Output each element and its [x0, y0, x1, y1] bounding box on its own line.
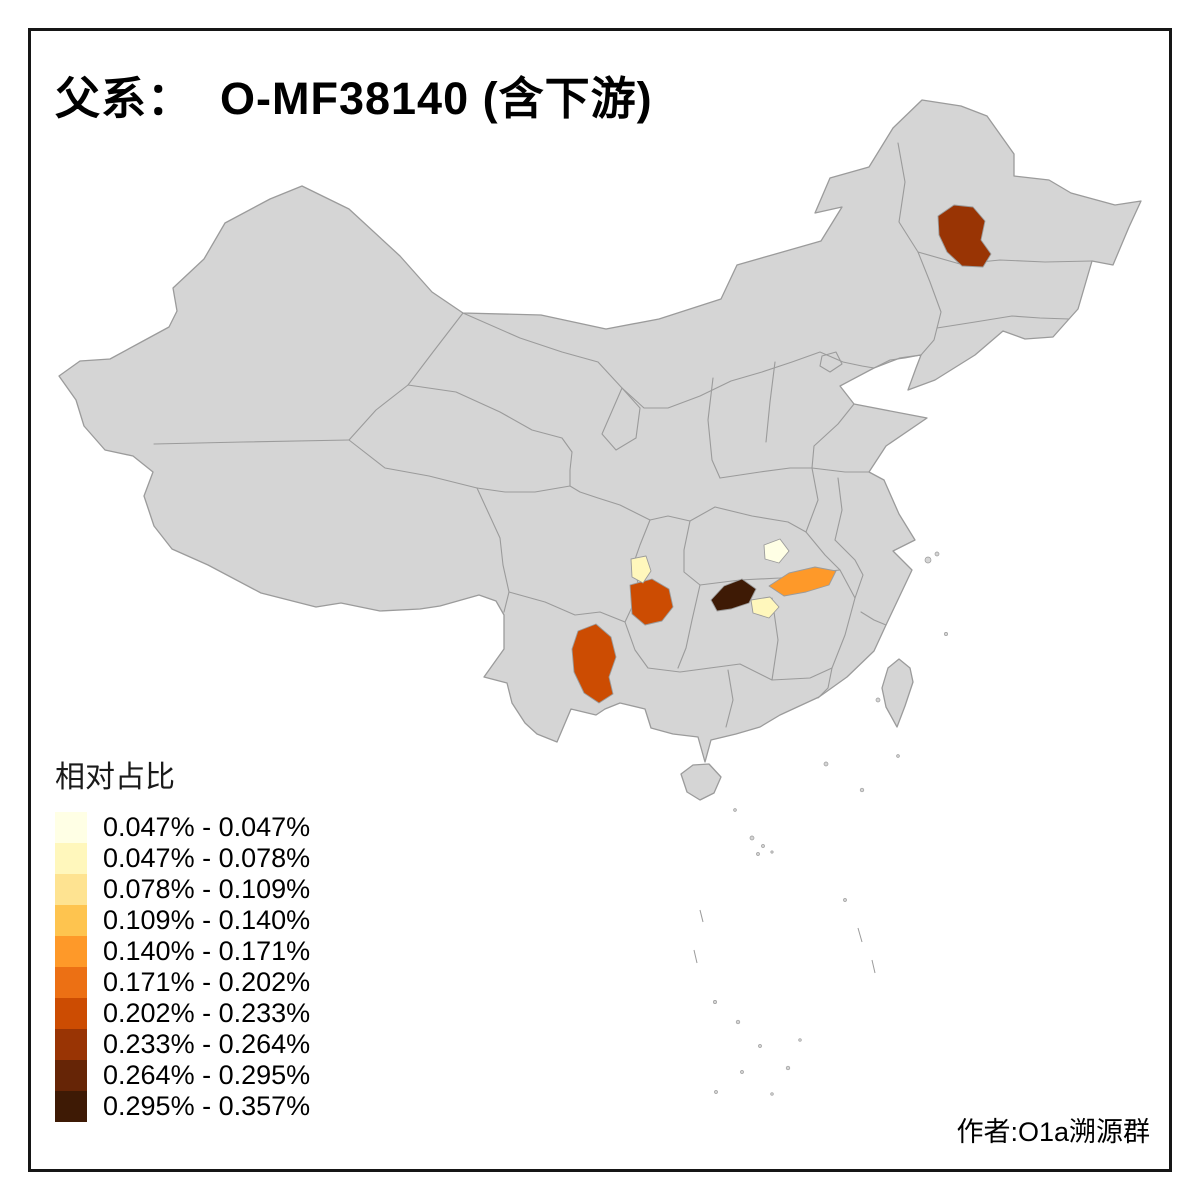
legend-label: 0.047% - 0.047%: [103, 812, 311, 842]
legend-swatch: [55, 998, 87, 1029]
legend-label: 0.140% - 0.171%: [103, 936, 311, 966]
hainan-island: [680, 763, 722, 801]
legend-item: 0.047% - 0.047%: [55, 812, 310, 843]
legend-item: 0.264% - 0.295%: [55, 1060, 310, 1091]
legend-swatch: [55, 812, 87, 843]
region-heilongjiang-harbin: [937, 204, 992, 268]
legend-item: 0.047% - 0.078%: [55, 843, 310, 874]
legend-swatch: [55, 1060, 87, 1091]
legend-item: 0.078% - 0.109%: [55, 874, 310, 905]
legend-label: 0.264% - 0.295%: [103, 1060, 311, 1090]
region-chongqing-southeast-dark: [710, 578, 757, 612]
legend-label: 0.078% - 0.109%: [103, 874, 311, 904]
legend-title: 相对占比: [55, 761, 175, 794]
legend-label: 0.171% - 0.202%: [103, 967, 311, 997]
south-china-sea-islands: [693, 551, 948, 1096]
legend-swatch: [55, 936, 87, 967]
region-hunan-north-pale: [750, 596, 780, 619]
legend-item: 0.295% - 0.357%: [55, 1091, 310, 1122]
legend-swatch: [55, 905, 87, 936]
choropleth-regions: [571, 204, 992, 704]
legend-label: 0.295% - 0.357%: [103, 1091, 311, 1121]
legend-label: 0.202% - 0.233%: [103, 998, 311, 1028]
province-borders: [153, 142, 1093, 728]
legend-item: 0.233% - 0.264%: [55, 1029, 310, 1060]
legend-label: 0.047% - 0.078%: [103, 843, 311, 873]
legend: 相对占比 0.047% - 0.047% 0.047% - 0.078% 0.0…: [55, 752, 310, 1122]
legend-swatch: [55, 1091, 87, 1122]
region-yunnan-central: [571, 623, 617, 704]
legend-label: 0.233% - 0.264%: [103, 1029, 311, 1059]
map-title: 父系： O-MF38140 (含下游): [55, 73, 653, 124]
author-credit: 作者:O1a溯源群: [956, 1117, 1150, 1147]
legend-swatch: [55, 1029, 87, 1060]
taiwan-island: [881, 658, 914, 728]
legend-swatch: [55, 874, 87, 905]
legend-item: 0.171% - 0.202%: [55, 967, 310, 998]
region-hubei-southeast-band: [768, 566, 837, 597]
legend-swatch: [55, 967, 87, 998]
legend-item: 0.109% - 0.140%: [55, 905, 310, 936]
region-hubei-central-pale: [763, 538, 790, 564]
legend-swatch: [55, 843, 87, 874]
region-sichuan-south-small: [630, 555, 652, 584]
legend-item: 0.140% - 0.171%: [55, 936, 310, 967]
legend-item: 0.202% - 0.233%: [55, 998, 310, 1029]
region-guizhou-north: [629, 578, 674, 626]
legend-label: 0.109% - 0.140%: [103, 905, 311, 935]
